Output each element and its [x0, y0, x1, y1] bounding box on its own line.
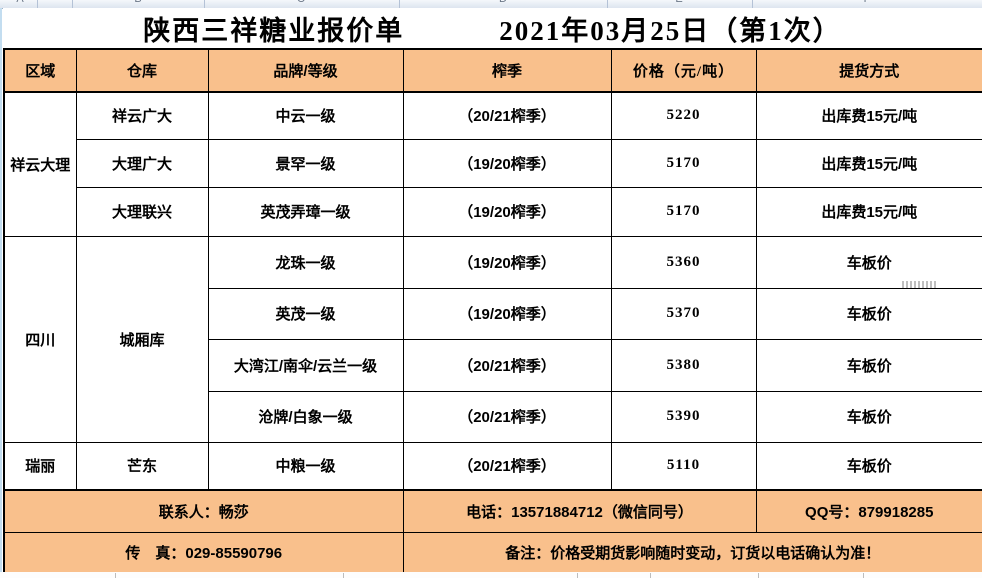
page-title: 陕西三祥糖业报价单	[143, 15, 405, 46]
column-separator	[72, 0, 73, 8]
spreadsheet-bottom-strip	[0, 572, 982, 578]
cell-price: 5170	[610, 138, 757, 188]
cell-season: （19/20榨季）	[402, 186, 612, 237]
cell-brand: 英茂弄璋一级	[207, 186, 404, 237]
cell-region: 瑞丽	[3, 441, 77, 491]
cell-brand: 景罕一级	[207, 138, 404, 188]
column-separator	[37, 0, 38, 8]
cell-brand: 大湾江/南伞/云兰一级	[207, 338, 404, 392]
contact-fax: 传 真：029-85590796	[3, 531, 404, 574]
table-row: 英茂一级 （19/20榨季） 5370 车板价	[4, 287, 982, 340]
cell-warehouse: 大理联兴	[75, 186, 209, 237]
cell-separator	[577, 573, 578, 578]
header-price: 价格（元/吨）	[610, 48, 757, 93]
cell-delivery: 车板价	[755, 235, 982, 289]
price-note: 备注：价格受期货影响随时变动，订货以电话确认为准！	[402, 531, 982, 574]
cell-season: （19/20榨季）	[402, 138, 612, 188]
cell-price: 5220	[610, 91, 757, 140]
cell-season: （20/21榨季）	[402, 91, 612, 140]
footer-row-contact: 联系人：畅莎 电话：13571884712（微信同号） QQ号：87991828…	[3, 489, 982, 533]
header-delivery: 提货方式	[755, 48, 982, 93]
watermark-smudge	[902, 281, 938, 288]
cell-delivery: 车板价	[755, 338, 982, 392]
cell-delivery: 车板价	[755, 441, 982, 491]
table-row: 大湾江/南伞/云兰一级 （20/21榨季） 5380 车板价	[4, 338, 982, 392]
column-separator	[752, 0, 753, 8]
header-brand: 品牌/等级	[207, 48, 404, 93]
cell-warehouse: 祥云广大	[75, 91, 209, 140]
cell-separator	[758, 573, 759, 578]
table-row: 沧牌/白象一级 （20/21榨季） 5390 车板价	[4, 390, 982, 443]
cell-separator	[115, 573, 116, 578]
cell-price: 5360	[610, 235, 757, 289]
cell-season: （19/20榨季）	[402, 235, 612, 289]
header-warehouse: 仓库	[75, 48, 209, 93]
contact-phone: 电话：13571884712（微信同号）	[402, 489, 757, 533]
table-row: 祥云大理 祥云广大 中云一级 （20/21榨季） 5220 出库费15元/吨	[3, 91, 982, 237]
cell-season: （20/21榨季）	[402, 441, 612, 491]
header-region: 区域	[3, 48, 77, 93]
cell-brand: 中粮一级	[207, 441, 404, 491]
cell-region: 四川	[3, 235, 77, 443]
cell-warehouse: 大理广大	[75, 138, 209, 188]
footer-row-note: 传 真：029-85590796 备注：价格受期货影响随时变动，订货以电话确认为…	[3, 531, 982, 574]
column-letter[interactable]: B	[134, 0, 141, 5]
cell-brand: 英茂一级	[207, 287, 404, 340]
quote-date: 2021年03月25日（第1次）	[499, 15, 842, 46]
cell-season: （20/21榨季）	[402, 338, 612, 392]
cell-brand: 中云一级	[207, 91, 404, 140]
cell-price: 5390	[610, 390, 757, 443]
table-header-row: 区域 仓库 品牌/等级 榨季 价格（元/吨） 提货方式	[3, 48, 982, 93]
cell-region: 祥云大理	[3, 91, 77, 237]
table-row: 四川 城厢库 龙珠一级 （19/20榨季） 5360 车板价	[3, 235, 982, 443]
cell-brand: 龙珠一级	[207, 235, 404, 289]
cell-price: 5370	[610, 287, 757, 340]
cell-separator	[650, 573, 651, 578]
title-row: 陕西三祥糖业报价单 2021年03月25日（第1次）	[3, 8, 982, 48]
cell-season: （20/21榨季）	[402, 390, 612, 443]
cell-delivery: 出库费15元/吨	[755, 138, 982, 188]
cell-separator	[863, 573, 864, 578]
price-table: 区域 仓库 品牌/等级 榨季 价格（元/吨） 提货方式 祥云大理 祥云广大 中云…	[3, 48, 982, 574]
cell-price: 5110	[610, 441, 757, 491]
column-letter[interactable]: E	[675, 0, 682, 5]
cell-season: （19/20榨季）	[402, 287, 612, 340]
column-separator	[399, 0, 400, 8]
cell-price: 5170	[610, 186, 757, 237]
column-letter[interactable]: F	[864, 0, 871, 5]
cell-delivery: 车板价	[755, 390, 982, 443]
column-separator	[607, 0, 608, 8]
table-row: 瑞丽 芒东 中粮一级 （20/21榨季） 5110 车板价	[3, 441, 982, 491]
table-row: 大理联兴 英茂弄璋一级 （19/20榨季） 5170 出库费15元/吨	[4, 186, 982, 237]
cell-delivery: 出库费15元/吨	[755, 186, 982, 237]
cell-delivery: 出库费15元/吨	[755, 91, 982, 140]
contact-qq: QQ号：879918285	[755, 489, 982, 533]
column-letter[interactable]: D	[499, 0, 507, 5]
cell-brand: 沧牌/白象一级	[207, 390, 404, 443]
contact-person: 联系人：畅莎	[3, 489, 404, 533]
table-row: 大理广大 景罕一级 （19/20榨季） 5170 出库费15元/吨	[4, 138, 982, 188]
column-letter[interactable]: C	[297, 0, 305, 5]
cell-price: 5380	[610, 338, 757, 392]
cell-warehouse: 芒东	[75, 441, 209, 491]
cell-delivery: 车板价	[755, 287, 982, 340]
column-separator	[204, 0, 205, 8]
header-season: 榨季	[402, 48, 612, 93]
column-letter[interactable]: A	[16, 0, 23, 5]
cell-warehouse: 城厢库	[75, 235, 209, 443]
frozen-pane-edge	[0, 8, 2, 572]
cell-separator	[343, 573, 344, 578]
